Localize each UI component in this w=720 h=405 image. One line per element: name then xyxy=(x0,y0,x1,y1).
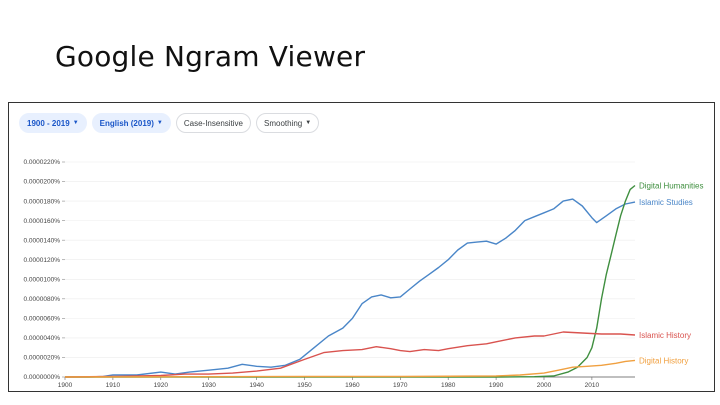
slide-title: Google Ngram Viewer xyxy=(55,40,366,73)
x-tick-label: 1920 xyxy=(154,382,169,389)
y-tick-label: 0.0000120% xyxy=(23,257,60,264)
x-tick-label: 1990 xyxy=(489,382,504,389)
x-tick-label: 2010 xyxy=(585,382,600,389)
year-range-dropdown[interactable]: 1900 - 2019 ▼ xyxy=(19,113,87,133)
ngram-viewer-panel: 1900 - 2019 ▼ English (2019) ▼ Case-Inse… xyxy=(8,102,715,392)
y-tick-label: 0.0000160% xyxy=(23,218,60,225)
smoothing-label: Smoothing xyxy=(264,118,303,128)
y-tick-label: 0.0000000% xyxy=(23,374,60,381)
x-tick-label: 2000 xyxy=(537,382,552,389)
y-tick-label: 0.0000220% xyxy=(23,159,60,166)
series-label: Islamic Studies xyxy=(639,198,693,207)
x-tick-label: 1940 xyxy=(249,382,264,389)
series-label: Islamic History xyxy=(639,331,691,340)
x-tick-label: 1970 xyxy=(393,382,408,389)
case-insensitive-toggle[interactable]: Case-Insensitive xyxy=(175,113,251,133)
x-tick-label: 1910 xyxy=(106,382,121,389)
corpus-dropdown[interactable]: English (2019) ▼ xyxy=(91,113,171,133)
y-tick-label: 0.0000180% xyxy=(23,198,60,205)
caret-down-icon: ▼ xyxy=(156,120,163,126)
ngram-line-chart: 0.0000000% 0.0000020% 0.0000040% 0.0000060%… xyxy=(23,159,703,389)
ngram-toolbar: 1900 - 2019 ▼ English (2019) ▼ Case-Inse… xyxy=(19,113,320,133)
case-insensitive-label: Case-Insensitive xyxy=(183,118,243,128)
series-line xyxy=(64,359,636,378)
series-line xyxy=(65,184,636,378)
year-range-label: 1900 - 2019 xyxy=(27,118,70,128)
corpus-label: English (2019) xyxy=(99,118,154,128)
x-tick-label: 1950 xyxy=(297,382,312,389)
y-tick-label: 0.0000200% xyxy=(23,179,60,186)
smoothing-dropdown[interactable]: Smoothing ▼ xyxy=(256,113,320,133)
y-tick-label: 0.0000140% xyxy=(23,237,60,244)
series-line xyxy=(64,331,636,378)
x-tick-label: 1900 xyxy=(58,382,73,389)
y-tick-label: 0.0000020% xyxy=(23,355,60,362)
x-tick-label: 1980 xyxy=(441,382,456,389)
y-tick-label: 0.0000080% xyxy=(23,296,60,303)
caret-down-icon: ▼ xyxy=(305,120,312,126)
y-tick-label: 0.0000040% xyxy=(23,335,60,342)
series-label: Digital History xyxy=(639,356,688,365)
y-tick-label: 0.0000100% xyxy=(23,276,60,283)
x-tick-label: 1960 xyxy=(345,382,360,389)
y-tick-label: 0.0000060% xyxy=(23,316,60,323)
caret-down-icon: ▼ xyxy=(72,120,79,126)
series-line xyxy=(65,198,636,378)
series-label: Digital Humanities xyxy=(639,181,703,190)
x-tick-label: 1930 xyxy=(201,382,216,389)
